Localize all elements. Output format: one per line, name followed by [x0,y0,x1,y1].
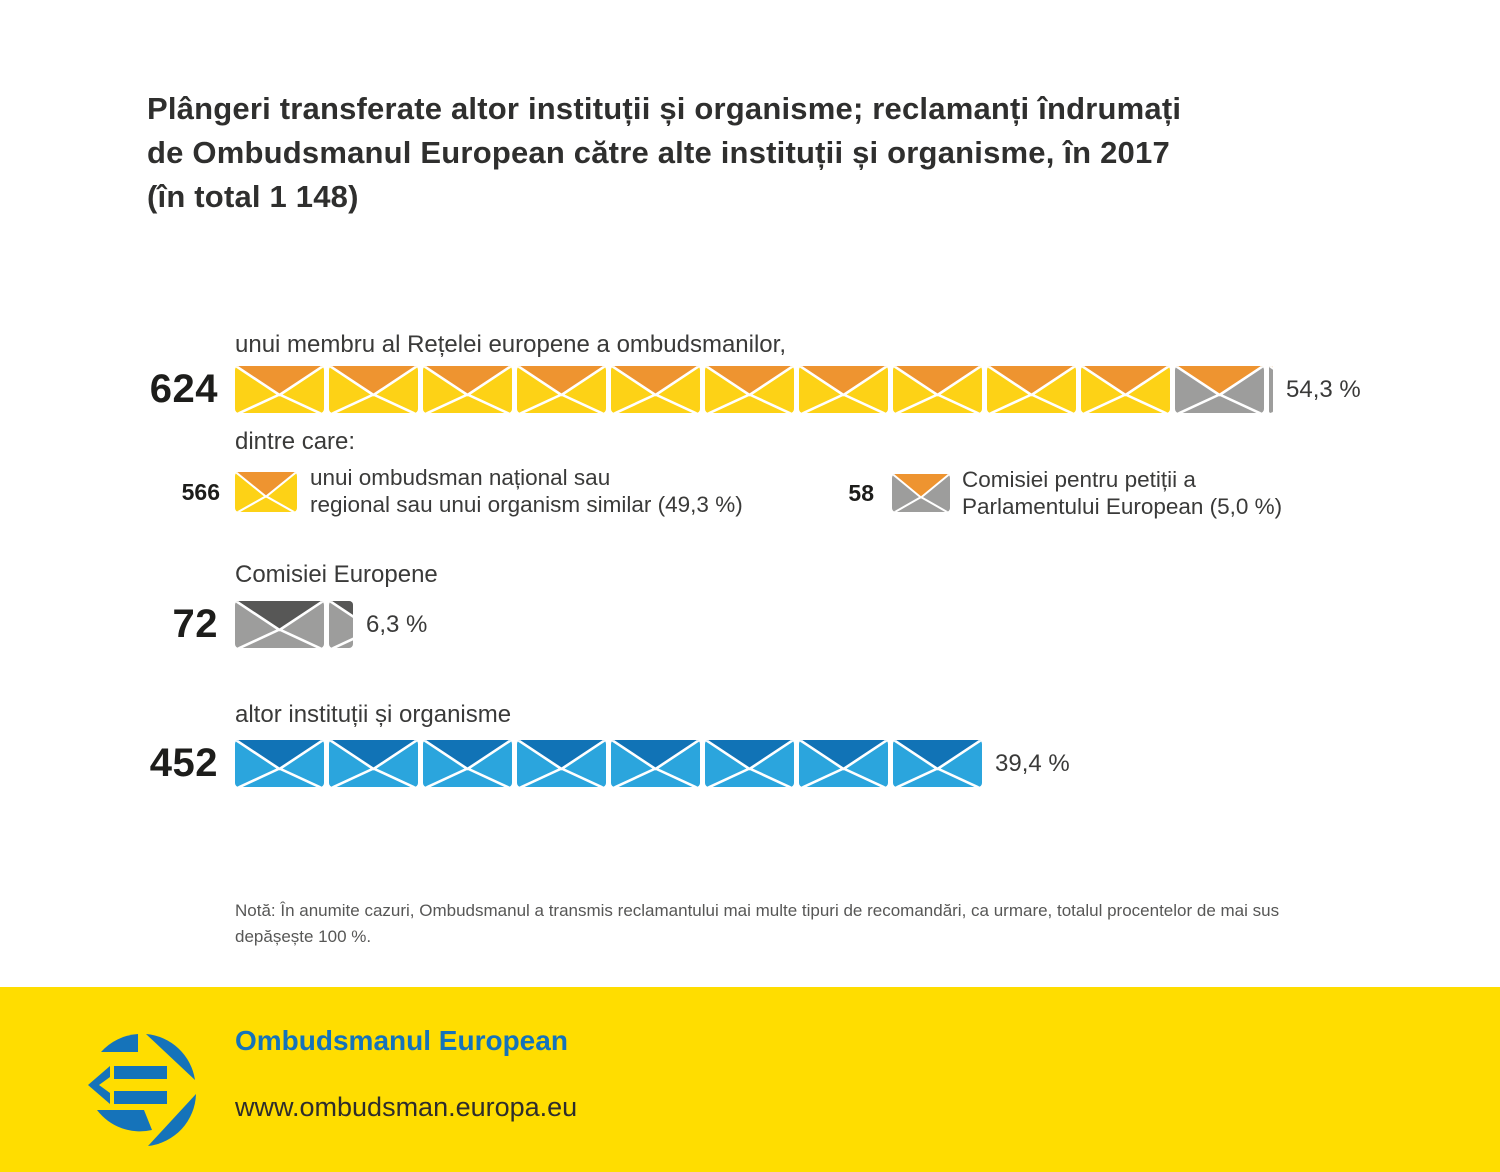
envelope-strip [235,601,353,648]
envelope-icon [892,474,950,512]
row2-label: Comisiei Europene [235,561,438,588]
pictogram-row-network: 54,3 % [235,366,1361,413]
envelope-icon [235,601,324,648]
envelope-icon [1081,366,1170,413]
row2-value: 72 [172,602,218,646]
footer-band: Ombudsmanul European www.ombudsman.europ… [0,987,1500,1172]
envelope-icon [705,740,794,787]
envelope-partial-icon [329,601,353,648]
envelope-icon [423,740,512,787]
title-line-2: de Ombudsmanul European către alte insti… [147,135,1170,170]
row3-label: altor instituții și organisme [235,701,512,728]
row1-value: 624 [149,367,218,411]
envelope-icon [611,366,700,413]
envelope-strip [235,366,1273,413]
envelope-icon [611,740,700,787]
breakdown1-label-line1: unui ombudsman național sau [310,465,611,490]
title-line-1: Plângeri transferate altor instituții și… [147,91,1182,126]
pictogram-row-commission: 6,3 % [235,601,427,648]
footnote: Notă: În anumite cazuri, Ombudsmanul a t… [235,898,1395,950]
envelope-icon [329,740,418,787]
envelope-icon [705,366,794,413]
envelope-icon [987,366,1076,413]
page-title: Plângeri transferate altor instituții și… [147,87,1181,219]
title-line-3: (în total 1 148) [147,179,359,214]
breakdown1-label: unui ombudsman național sau regional sau… [310,464,743,518]
envelope-icon [517,366,606,413]
percent-label: 6,3 % [366,610,428,638]
footnote-line2: depășește 100 %. [235,927,372,946]
envelope-legend-slot [235,472,297,512]
breakdown2-label: Comisiei pentru petiții a Parlamentului … [962,466,1282,520]
footer-org-name: Ombudsmanul European [235,1025,568,1056]
envelope-icon [235,472,297,512]
envelope-icon [893,740,982,787]
footer-url: www.ombudsman.europa.eu [235,1092,578,1122]
percent-label: 39,4 % [995,749,1070,777]
envelope-icon [799,366,888,413]
envelope-icon [423,366,512,413]
breakdown1-value: 566 [181,478,220,505]
breakdown-intro: dintre care: [235,428,356,455]
envelope-icon [329,366,418,413]
breakdown1-label-line2: regional sau unui organism similar (49,3… [310,492,743,517]
breakdown2-value: 58 [848,479,874,506]
breakdown2-label-line1: Comisiei pentru petiții a [962,467,1196,492]
row3-value: 452 [149,741,218,785]
envelope-legend-slot [892,474,950,512]
percent-label: 54,3 % [1286,375,1361,403]
envelope-icon [235,366,324,413]
envelope-icon [799,740,888,787]
european-ombudsman-logo [88,1034,196,1146]
envelope-icon [235,740,324,787]
envelope-icon [1175,366,1264,413]
envelope-icon [893,366,982,413]
envelope-icon [517,740,606,787]
envelope-strip [235,740,982,787]
breakdown2-label-line2: Parlamentului European (5,0 %) [962,494,1283,519]
pictogram-row-other: 39,4 % [235,740,1070,787]
row1-label: unui membru al Rețelei europene a ombuds… [235,331,786,358]
footnote-line1: Notă: În anumite cazuri, Ombudsmanul a t… [235,901,1280,920]
envelope-partial-icon [1269,366,1273,413]
